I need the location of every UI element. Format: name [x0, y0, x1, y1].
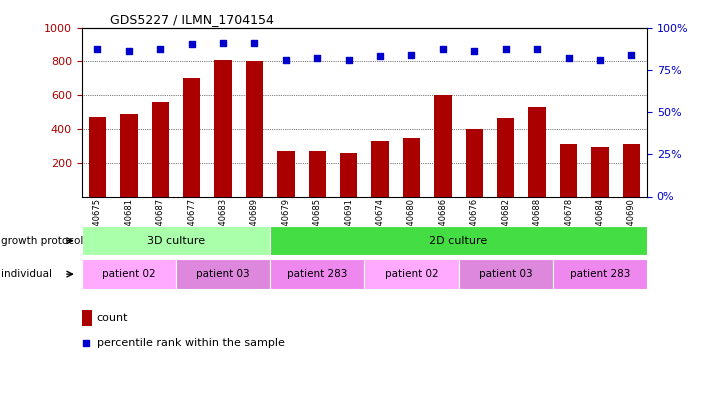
Point: [437, 46, 449, 53]
Bar: [434, 95, 451, 196]
Text: patient 02: patient 02: [102, 269, 156, 279]
Bar: [309, 151, 326, 196]
Text: percentile rank within the sample: percentile rank within the sample: [97, 338, 284, 348]
Bar: [270, 226, 647, 255]
Bar: [459, 259, 553, 289]
Bar: [183, 78, 201, 196]
Point: [594, 57, 606, 63]
Bar: [466, 129, 483, 196]
Bar: [340, 153, 358, 196]
Point: [343, 57, 354, 63]
Point: [123, 48, 134, 54]
Bar: [371, 141, 389, 196]
Text: GDS5227 / ILMN_1704154: GDS5227 / ILMN_1704154: [110, 13, 274, 26]
Bar: [553, 259, 647, 289]
Bar: [403, 138, 420, 196]
Point: [375, 53, 386, 59]
Point: [406, 51, 417, 58]
Text: count: count: [97, 313, 128, 323]
Point: [92, 46, 103, 53]
Point: [280, 57, 292, 63]
Text: patient 283: patient 283: [570, 269, 630, 279]
Bar: [82, 310, 92, 326]
Point: [500, 46, 511, 53]
Text: patient 02: patient 02: [385, 269, 438, 279]
Text: 2D culture: 2D culture: [429, 236, 488, 246]
Bar: [270, 259, 364, 289]
Bar: [277, 151, 294, 196]
Bar: [592, 147, 609, 196]
Bar: [528, 107, 546, 196]
Text: patient 283: patient 283: [287, 269, 348, 279]
Text: patient 03: patient 03: [479, 269, 533, 279]
Bar: [82, 259, 176, 289]
Point: [469, 48, 480, 54]
Point: [81, 340, 92, 347]
Bar: [82, 226, 270, 255]
Text: growth protocol: growth protocol: [1, 236, 84, 246]
Point: [218, 40, 229, 46]
Bar: [623, 144, 640, 196]
Text: individual: individual: [1, 269, 53, 279]
Bar: [246, 61, 263, 196]
Bar: [364, 259, 459, 289]
Bar: [560, 144, 577, 196]
Bar: [497, 118, 514, 196]
Point: [626, 51, 637, 58]
Point: [249, 40, 260, 46]
Text: patient 03: patient 03: [196, 269, 250, 279]
Bar: [120, 114, 137, 196]
Bar: [215, 60, 232, 196]
Bar: [151, 102, 169, 196]
Text: 3D culture: 3D culture: [147, 236, 205, 246]
Point: [563, 55, 574, 61]
Bar: [176, 259, 270, 289]
Point: [154, 46, 166, 53]
Bar: [89, 117, 106, 196]
Point: [531, 46, 542, 53]
Point: [186, 41, 198, 48]
Point: [311, 55, 323, 61]
